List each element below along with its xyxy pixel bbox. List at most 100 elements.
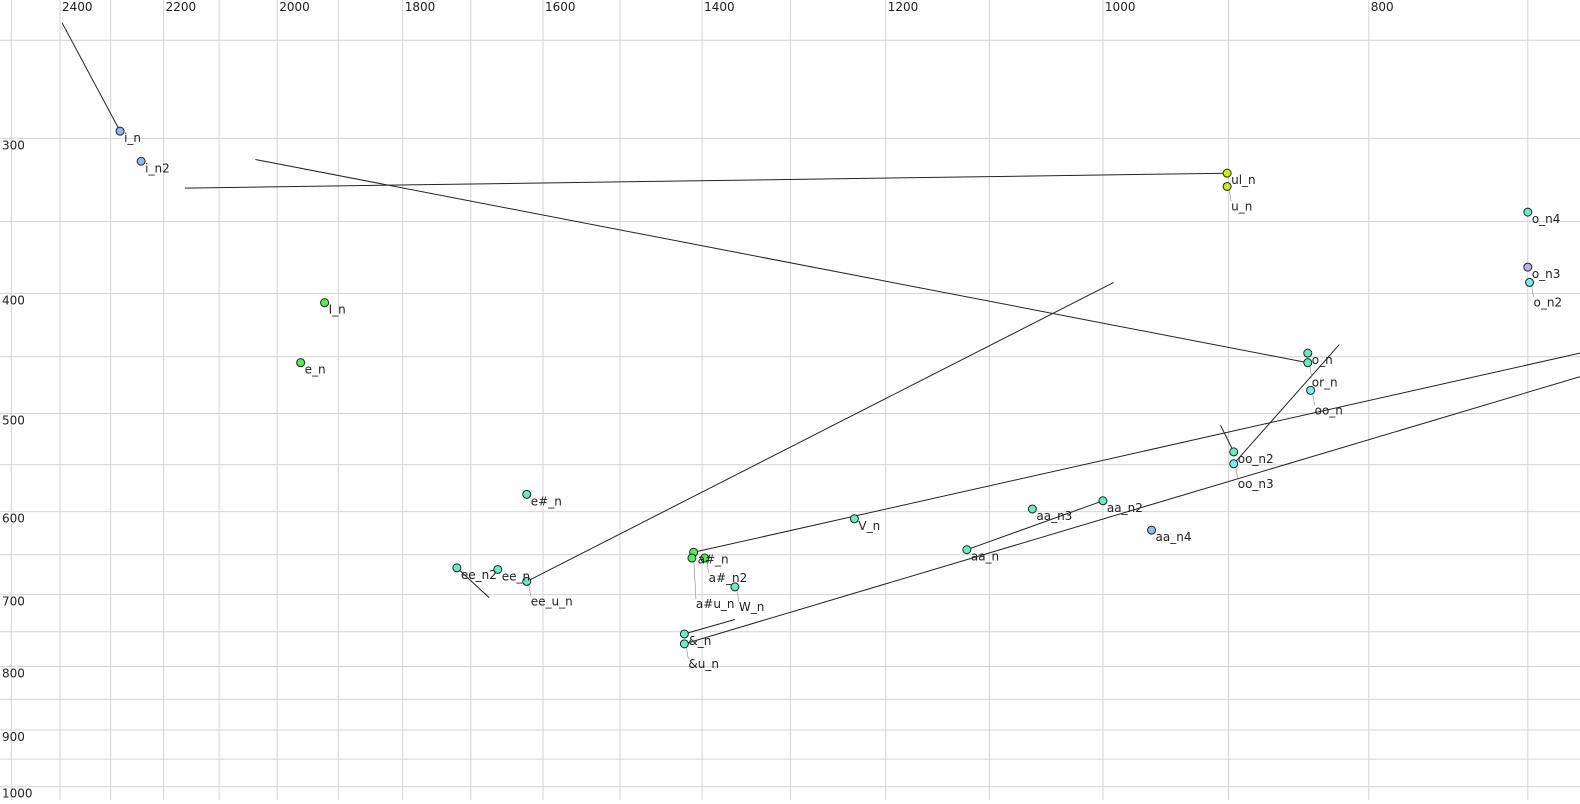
data-point (522, 576, 532, 586)
data-point (452, 563, 462, 573)
data-point (687, 553, 697, 563)
data-point-label: e#_n (531, 494, 562, 508)
data-point (296, 358, 306, 368)
trajectory-line (1220, 424, 1235, 453)
data-point (962, 545, 972, 555)
data-point-label: &_n (688, 634, 711, 648)
data-point-label: o_n2 (1534, 295, 1563, 309)
label-leader-line (1235, 466, 1239, 479)
data-point (700, 553, 710, 563)
x-tick-label: 1200 (888, 0, 919, 14)
y-tick-label: 800 (2, 667, 25, 681)
data-point (1523, 207, 1533, 217)
data-point-label: ul_n (1231, 173, 1256, 187)
x-tick-label: 1800 (405, 0, 436, 14)
label-leader-line (1312, 393, 1315, 406)
x-tick-label: 800 (1371, 0, 1394, 14)
data-point (522, 489, 532, 499)
data-point-label: oo_n2 (1238, 452, 1274, 466)
y-tick-label: 900 (2, 730, 25, 744)
x-tick-label: 2000 (279, 0, 310, 14)
data-point-label: or_n (1312, 376, 1338, 390)
data-point-label: aa_n3 (1036, 509, 1072, 523)
data-point (1229, 447, 1239, 457)
trajectory-line (184, 172, 1228, 189)
data-point-label: I_n (329, 303, 346, 317)
label-leader-lines (528, 189, 1534, 659)
data-point (679, 629, 689, 639)
trajectory-line (693, 352, 1580, 553)
trajectory-line (684, 619, 736, 635)
x-tick-label: 2400 (62, 0, 93, 14)
data-point-label: ee_n (502, 569, 530, 583)
data-point-label: ee_u_n (531, 594, 573, 608)
y-axis-tick-labels: 300 400 500 600 700 800 900 1000 (2, 138, 33, 800)
data-point-label: aa_n2 (1107, 501, 1143, 515)
label-leader-line (693, 561, 697, 600)
data-point-label: aa_n4 (1156, 530, 1192, 544)
y-tick-label: 700 (2, 595, 25, 609)
data-point (849, 514, 859, 524)
x-tick-label: 2200 (166, 0, 197, 14)
label-leader-line (736, 589, 740, 602)
data-point-label: ee_n2 (461, 568, 497, 582)
x-tick-label: 1000 (1105, 0, 1136, 14)
data-point (1303, 348, 1313, 358)
data-point-label: V_n (858, 519, 880, 533)
label-leader-line (686, 646, 689, 659)
data-point (1229, 459, 1239, 469)
data-point-label: a#_n (698, 552, 729, 566)
label-leader-line (1309, 365, 1313, 378)
data-point-label: W_n (739, 600, 764, 614)
data-point-label: i_n (124, 131, 141, 145)
trajectory-line (526, 281, 1114, 582)
trajectory-line (456, 567, 490, 599)
data-point (730, 582, 740, 592)
data-point (1303, 358, 1313, 368)
data-point (1098, 496, 1108, 506)
x-axis-tick-labels: 2400 2200 2000 1800 1600 1400 1200 1000 800 (62, 0, 1394, 14)
x-tick-label: 1600 (545, 0, 576, 14)
data-point-label: &u_n (688, 657, 719, 671)
data-points: i_n i_n2 ul_n u_n o_n4 o_n3 o_n2 I_n e_n o_n or_no… (115, 126, 1563, 671)
data-point (1222, 168, 1232, 178)
data-point-label: e_n (305, 363, 326, 377)
data-point-label: oo_n3 (1238, 477, 1274, 491)
label-leader-line (1531, 285, 1534, 298)
label-leader-line (706, 560, 709, 574)
data-point (320, 298, 330, 308)
trajectory-line (1233, 344, 1340, 465)
data-point (115, 126, 125, 136)
data-point (1525, 277, 1535, 287)
data-point (679, 639, 689, 649)
y-tick-label: 1000 (2, 787, 33, 800)
data-point-label: a#u_n (696, 597, 735, 611)
data-point-label: u_n (1231, 199, 1252, 213)
data-point (1222, 181, 1232, 191)
label-leader-line (528, 584, 532, 597)
data-point (493, 564, 503, 574)
data-point-label: oo_n (1315, 403, 1343, 417)
data-point-label: o_n3 (1532, 267, 1561, 281)
data-point-label: i_n2 (145, 161, 170, 175)
data-point (136, 156, 146, 166)
trajectory-lines (61, 22, 1580, 645)
y-tick-label: 400 (2, 293, 25, 307)
trajectory-line (255, 159, 1308, 364)
trajectory-line (684, 376, 1580, 645)
data-point (1027, 504, 1037, 514)
data-point (1147, 525, 1157, 535)
trajectory-line (966, 500, 1104, 551)
x-tick-label: 1400 (704, 0, 735, 14)
data-point-label: o_n4 (1532, 212, 1561, 226)
trajectory-line (61, 22, 121, 132)
data-point-label: aa_n (971, 550, 999, 564)
data-point-label: a#_n2 (709, 571, 748, 585)
data-point-label: o_n (1312, 353, 1333, 367)
y-tick-label: 300 (2, 138, 25, 152)
y-tick-label: 600 (2, 512, 25, 526)
data-point (1306, 385, 1316, 395)
data-point (1523, 262, 1533, 272)
